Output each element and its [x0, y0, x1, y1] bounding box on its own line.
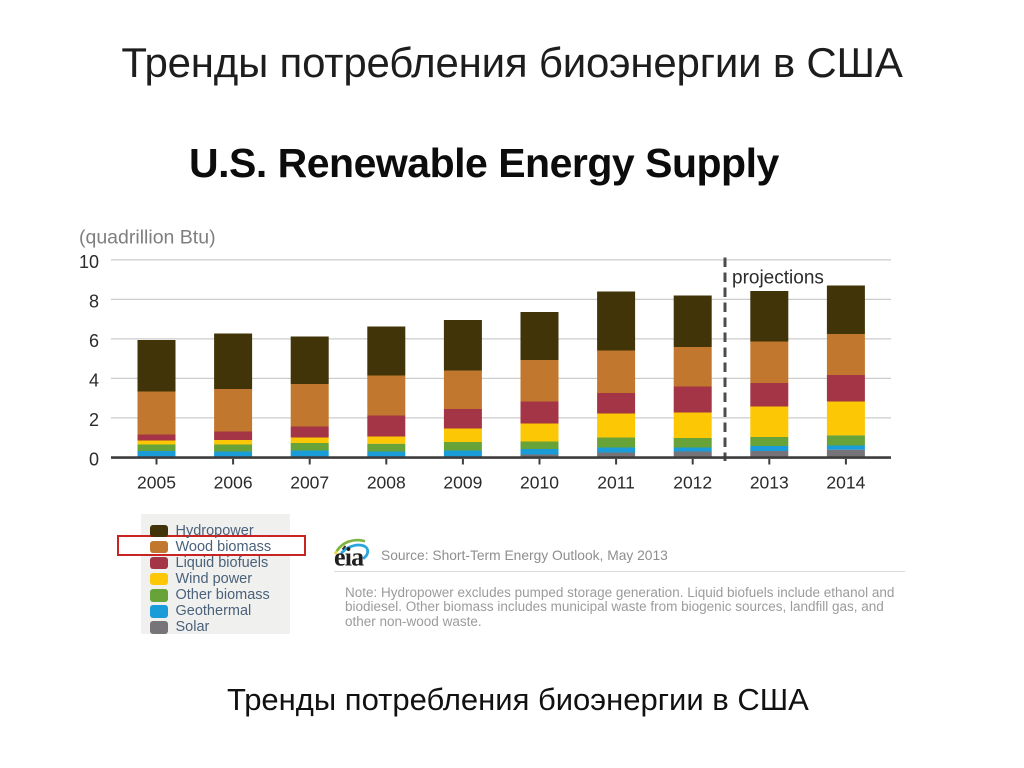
svg-text:8: 8	[89, 291, 99, 311]
svg-text:projections: projections	[732, 268, 824, 289]
svg-text:2010: 2010	[520, 473, 559, 493]
svg-text:10: 10	[79, 252, 99, 272]
svg-text:2011: 2011	[597, 473, 635, 493]
svg-text:eia: eia	[334, 543, 364, 572]
svg-text:2009: 2009	[443, 473, 482, 493]
svg-text:2012: 2012	[673, 473, 712, 493]
svg-text:(quadrillion Btu): (quadrillion Btu)	[79, 227, 216, 249]
svg-text:2006: 2006	[214, 473, 253, 493]
svg-text:2007: 2007	[290, 473, 329, 493]
svg-text:2008: 2008	[367, 473, 406, 493]
svg-text:2005: 2005	[137, 473, 176, 493]
svg-text:6: 6	[89, 331, 99, 351]
svg-text:2: 2	[89, 410, 99, 430]
svg-text:2014: 2014	[826, 473, 865, 493]
svg-text:0: 0	[89, 450, 99, 470]
svg-text:2013: 2013	[750, 473, 789, 493]
svg-text:4: 4	[89, 370, 99, 390]
